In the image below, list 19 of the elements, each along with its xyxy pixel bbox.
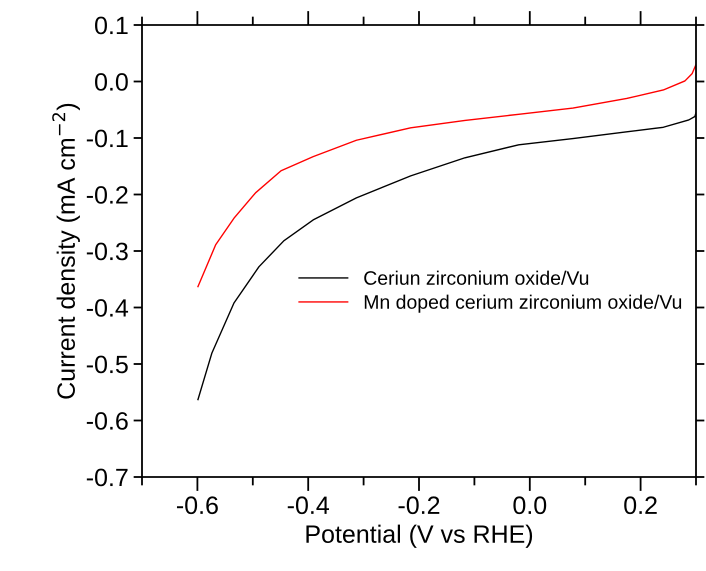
y-tick-label: -0.5 xyxy=(86,356,128,374)
y-axis-title: Current density (mA cm$^{−2}$) xyxy=(52,104,80,399)
y-tick-label: -0.6 xyxy=(86,412,128,430)
y-tick-label: -0.3 xyxy=(86,242,128,260)
line-series xyxy=(197,64,696,288)
legend-label: Mn doped cerium zirconium oxide/Vu xyxy=(364,294,682,313)
y-tick-label: -0.7 xyxy=(86,468,128,486)
x-tick-label: -0.4 xyxy=(288,496,330,514)
y-tick-label: 0.1 xyxy=(95,16,128,34)
x-axis-title: Potential (V vs RHE) xyxy=(306,524,532,548)
x-tick-label: 0.2 xyxy=(624,496,657,514)
y-tick-label: -0.4 xyxy=(86,299,128,317)
y-tick-label: -0.2 xyxy=(86,186,128,204)
y-tick-label: 0.0 xyxy=(95,73,128,91)
x-tick-label: -0.2 xyxy=(398,496,440,514)
x-tick-label: 0.0 xyxy=(513,496,546,514)
y-tick-label: -0.1 xyxy=(86,130,128,148)
x-tick-label: -0.6 xyxy=(176,496,218,514)
legend-label: Ceriun zirconium oxide/Vu xyxy=(364,270,588,285)
